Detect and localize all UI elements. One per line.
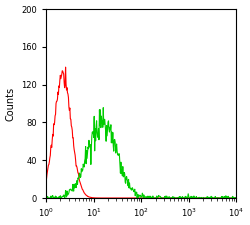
Y-axis label: Counts: Counts [6, 86, 16, 121]
